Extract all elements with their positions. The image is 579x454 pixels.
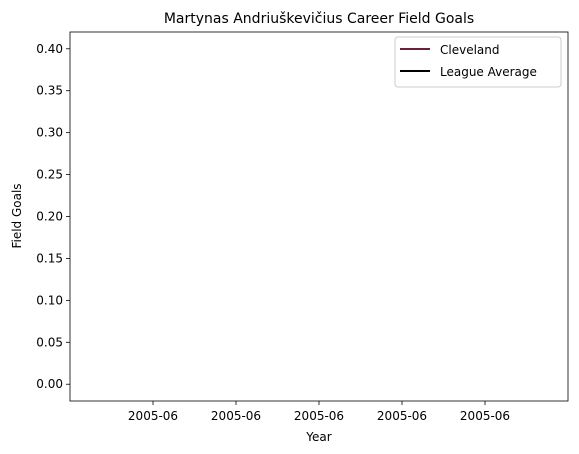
x-tick-label: 2005-06: [377, 409, 427, 423]
y-tick-label: 0.05: [36, 335, 63, 349]
y-axis: 0.00 0.05 0.10 0.15 0.20 0.25 0.30 0.35 0.40: [36, 42, 70, 391]
y-tick-label: 0.00: [36, 377, 63, 391]
x-tick-label: 2005-06: [294, 409, 344, 423]
y-tick-label: 0.25: [36, 168, 63, 182]
y-tick-label: 0.30: [36, 126, 63, 140]
x-tick-label: 2005-06: [211, 409, 261, 423]
y-axis-label: Field Goals: [10, 183, 24, 248]
y-tick-label: 0.40: [36, 42, 63, 56]
legend: Cleveland League Average: [394, 36, 562, 88]
x-axis-label: Year: [305, 430, 331, 444]
x-axis: 2005-06 2005-06 2005-06 2005-06 2005-06: [128, 401, 510, 423]
y-tick-label: 0.10: [36, 293, 63, 307]
legend-box: [394, 36, 562, 88]
y-tick-label: 0.35: [36, 84, 63, 98]
x-tick-label: 2005-06: [460, 409, 510, 423]
y-tick-label: 0.20: [36, 210, 63, 224]
x-tick-label: 2005-06: [128, 409, 178, 423]
legend-label-league-average: League Average: [440, 65, 537, 79]
legend-label-cleveland: Cleveland: [440, 43, 500, 57]
y-tick-label: 0.15: [36, 251, 63, 265]
chart-title: Martynas Andriuškevičius Career Field Go…: [164, 11, 474, 27]
